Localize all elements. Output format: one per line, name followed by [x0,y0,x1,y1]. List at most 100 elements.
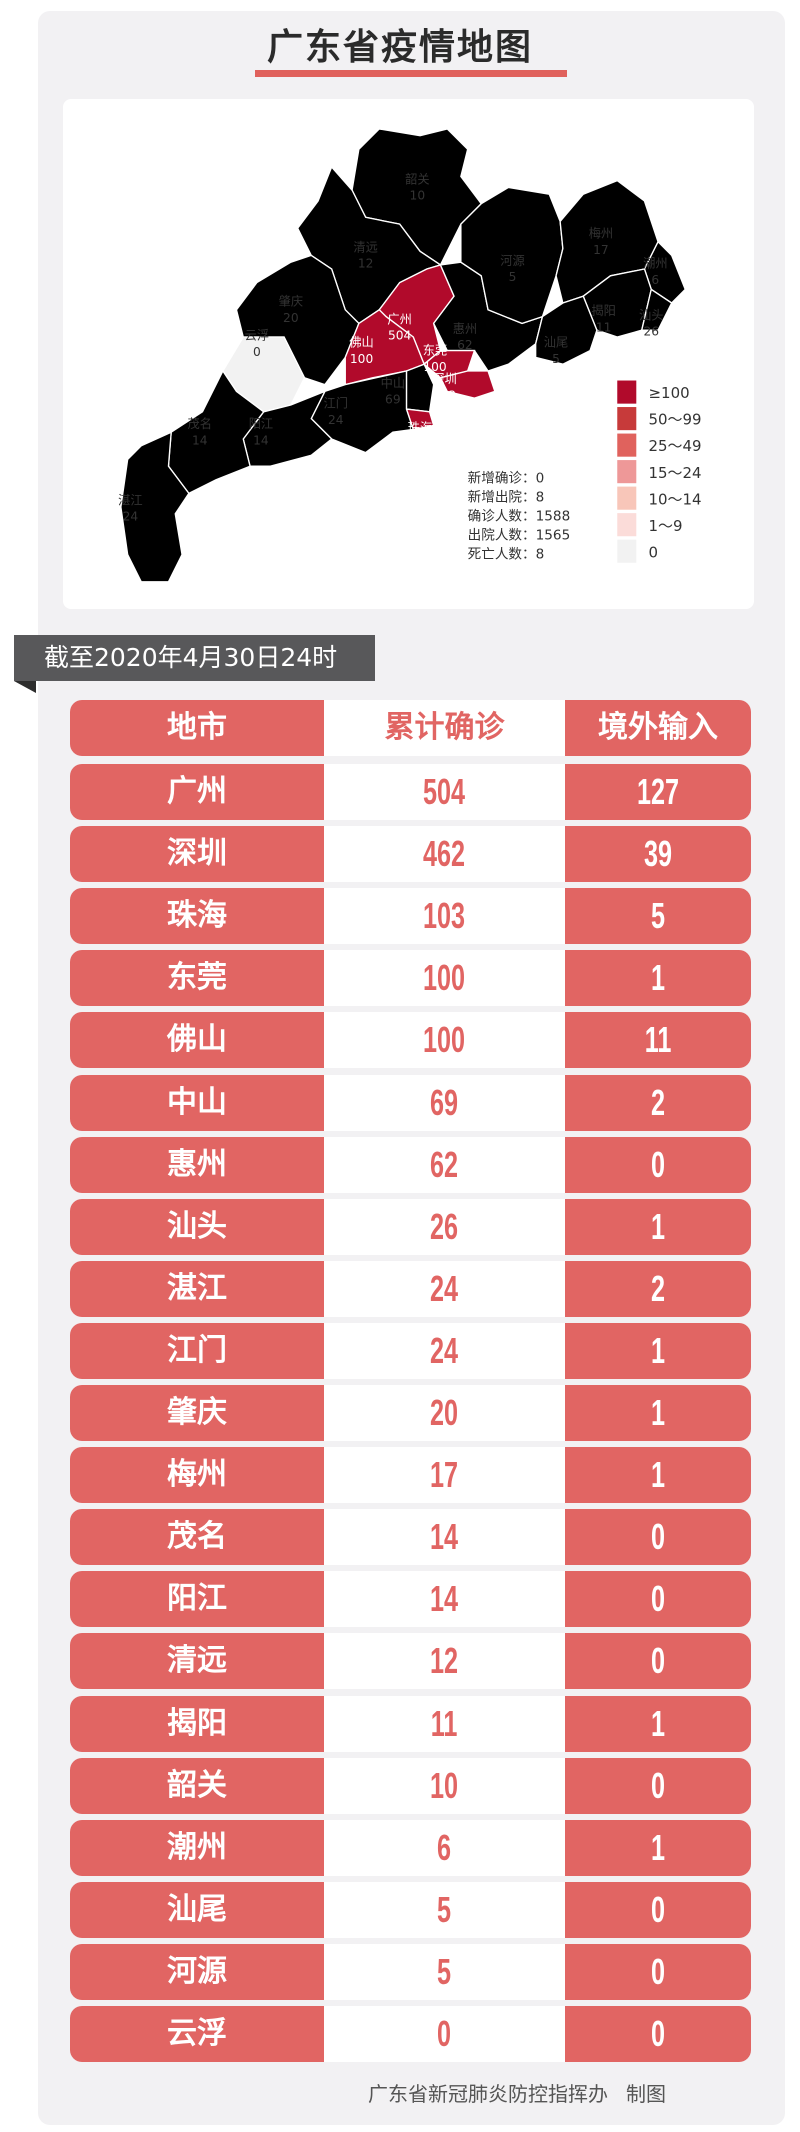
city-cell: 茂名 [70,1509,324,1566]
city-cell: 佛山 [70,1012,324,1069]
confirmed-cell: 累计确诊 [324,700,565,756]
cell-text: 河源 [167,1953,227,1989]
summary-stat: 确诊人数：1588 [468,509,571,525]
city-cell: 清远 [70,1633,324,1690]
table-row: 肇庆 20 1 [70,1385,751,1441]
summary-stat: 出院人数：1565 [468,528,571,544]
guangdong-map: 韶关 10 清远 12 肇庆 20 云浮 0 广州 504 佛山 100 惠州 62 东莞 100 深圳 462 中… [63,99,754,609]
region-14 [120,431,190,583]
table-row: 揭阳 11 1 [70,1695,751,1752]
imported-cell: 0 [565,1757,751,1814]
imported-cell: 0 [565,1881,751,1938]
cell-text: 中山 [167,1084,227,1120]
imported-cell: 1 [565,1198,751,1255]
cell-text: 潮州 [167,1829,227,1865]
legend-label: 1～9 [649,517,683,535]
city-cell: 惠州 [70,1136,324,1193]
table-row: 汕尾 5 0 [70,1881,751,1938]
region-name-label: 茂名 [187,416,211,431]
region-name-label: 东莞 [423,344,447,358]
cell-text: 103 [423,895,466,937]
region-name-label: 阳江 [249,417,273,431]
confirmed-cell: 0 [324,2006,565,2062]
legend-swatch [617,433,637,457]
city-cell: 汕尾 [70,1881,324,1938]
table-row: 珠海 103 5 [70,888,751,945]
imported-cell: 1 [565,1447,751,1504]
confirmed-cell: 6 [324,1819,565,1876]
region-value-label: 100 [350,352,373,366]
region-name-label: 中山 [381,375,405,390]
cell-text: 累计确诊 [384,711,505,744]
region-value-label: 11 [596,321,612,335]
legend-label: 25～49 [649,437,702,455]
region-value-label: 69 [385,393,401,407]
table-row: 佛山 100 11 [70,1012,751,1069]
region-value-label: 504 [388,329,412,343]
cell-text: 境外输入 [598,711,718,744]
city-cell: 阳江 [70,1571,324,1628]
confirmed-cell: 11 [324,1695,565,1752]
cell-text: 湛江 [167,1270,227,1306]
region-19 [640,288,673,331]
region-name-label: 肇庆 [279,294,303,309]
cell-text: 0 [650,2013,666,2054]
region-name-label: 惠州 [453,322,477,336]
cell-text: 0 [650,1888,666,1930]
cell-text: 1 [650,1329,666,1371]
cell-text: 清远 [167,1643,227,1679]
cell-text: 0 [650,1640,666,1682]
city-cell: 揭阳 [70,1695,324,1752]
confirmed-cell: 69 [324,1074,565,1131]
cell-text: 6 [437,1826,452,1868]
region-value-label: 26 [643,325,659,339]
region-name-label: 湛江 [118,493,142,507]
as-of-banner: 截至2020年4月30日24时 [14,635,375,681]
cell-text: 14 [430,1578,459,1620]
region-name-label: 佛山 [349,336,373,350]
footer-credit: 广东省新冠肺炎防控指挥办 制图 [368,2078,666,2107]
legend-swatch [617,380,637,404]
cell-text: 1 [650,1826,666,1868]
cell-text: 云浮 [167,2016,227,2051]
cell-text: 肇庆 [167,1395,227,1430]
table-row: 中山 69 2 [70,1074,751,1131]
region-value-label: 24 [123,510,139,524]
cell-text: 汕头 [167,1208,227,1244]
imported-cell: 境外输入 [565,700,751,756]
cell-text: 珠海 [167,898,227,934]
cell-text: 2 [650,1267,666,1309]
legend-label: ≥100 [649,384,690,402]
cell-text: 东莞 [167,960,227,996]
city-cell: 珠海 [70,888,324,945]
cell-text: 11 [644,1019,672,1061]
imported-cell: 1 [565,1819,751,1876]
cell-text: 茂名 [167,1519,227,1555]
city-cell: 河源 [70,1943,324,2000]
region-value-label: 14 [192,433,208,447]
city-cell: 深圳 [70,826,324,883]
imported-cell: 5 [565,888,751,945]
imported-cell: 1 [565,1385,751,1441]
cell-text: 10 [430,1764,459,1806]
cell-text: 1 [650,1392,666,1433]
region-name-label: 潮州 [643,256,667,271]
confirmed-cell: 26 [324,1198,565,1255]
footer-org: 广东省新冠肺炎防控指挥办 [368,2082,608,2106]
table-row: 湛江 24 2 [70,1260,751,1317]
cell-text: 24 [430,1267,459,1309]
city-cell: 韶关 [70,1757,324,1814]
cell-text: 0 [650,1764,666,1806]
imported-cell: 0 [565,1943,751,2000]
cell-text: 1 [650,1205,666,1247]
cell-text: 揭阳 [167,1705,227,1741]
cell-text: 11 [431,1702,458,1744]
cell-text: 62 [430,1143,459,1185]
city-cell: 湛江 [70,1260,324,1317]
summary-stat: 死亡人数：8 [468,547,545,563]
cell-text: 汕尾 [167,1891,227,1927]
cell-text: 462 [423,833,466,875]
imported-cell: 0 [565,1571,751,1628]
table-header: 地市 累计确诊 境外输入 [70,700,751,756]
cell-text: 69 [430,1081,459,1123]
